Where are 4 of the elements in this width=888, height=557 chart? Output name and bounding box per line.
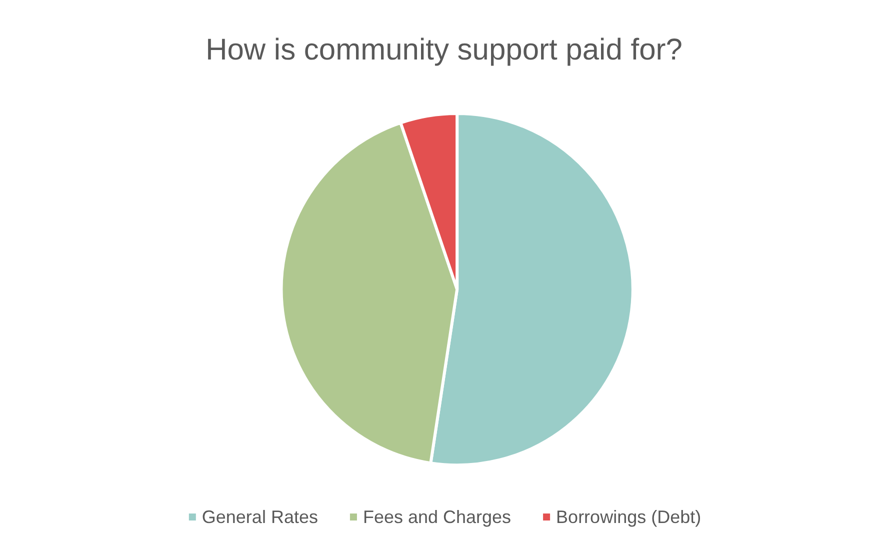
legend-label: General Rates [202, 507, 318, 527]
legend-label: Borrowings (Debt) [556, 507, 702, 527]
legend-label: Fees and Charges [362, 507, 512, 527]
chart-title: How is community support paid for? [206, 34, 682, 66]
